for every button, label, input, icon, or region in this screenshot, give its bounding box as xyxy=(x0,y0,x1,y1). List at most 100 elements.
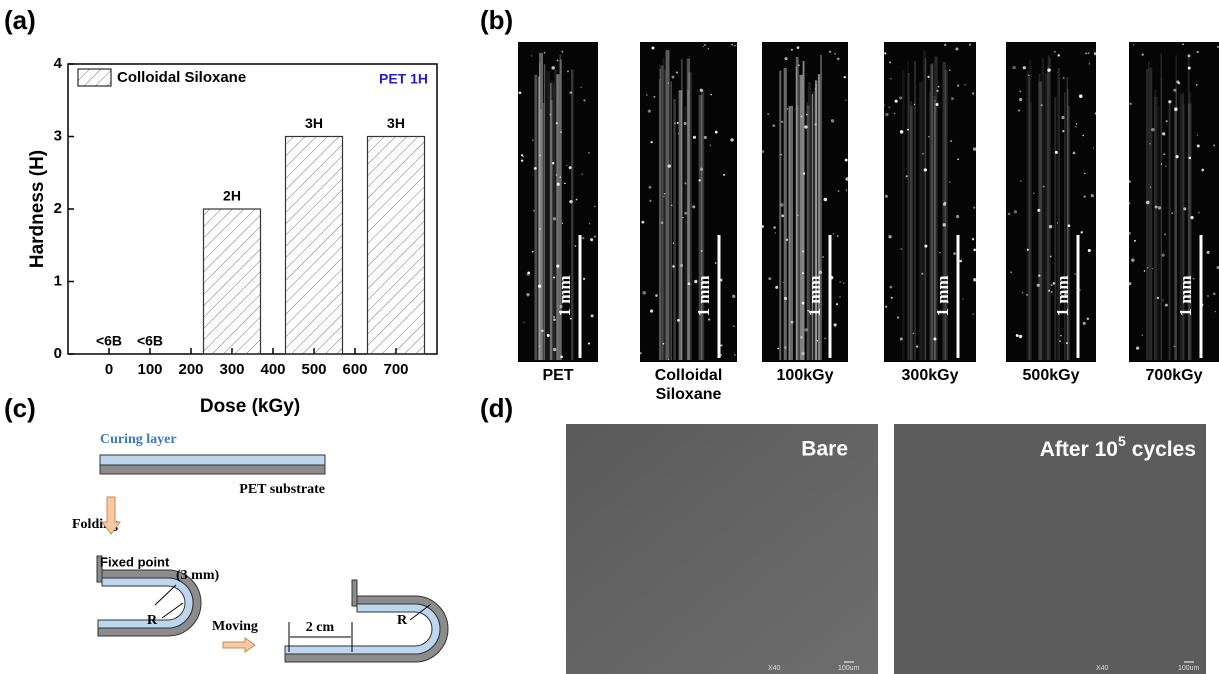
speck xyxy=(1147,267,1149,269)
speck xyxy=(833,233,834,234)
speck xyxy=(1079,289,1080,290)
speck xyxy=(1164,233,1166,235)
speck xyxy=(1134,240,1136,242)
speck xyxy=(1088,52,1090,54)
speck xyxy=(780,154,782,156)
micrograph-image xyxy=(1006,42,1096,362)
speck xyxy=(673,243,674,244)
speck xyxy=(885,306,887,308)
speck xyxy=(846,177,849,180)
x-tick-label: 100 xyxy=(137,361,162,378)
speck xyxy=(1094,52,1097,55)
speck xyxy=(1215,311,1217,313)
speck xyxy=(576,199,578,201)
speck xyxy=(533,210,535,212)
x-axis-label: Dose (kGy) xyxy=(200,396,300,417)
speck xyxy=(1188,67,1191,70)
speck xyxy=(1213,293,1216,296)
speck xyxy=(594,236,596,238)
speck xyxy=(973,249,976,252)
speck xyxy=(890,78,892,80)
speck xyxy=(564,183,565,184)
speck xyxy=(704,136,707,139)
speck xyxy=(1075,126,1076,127)
speck xyxy=(684,212,687,215)
micrograph-label: Colloidal Siloxane xyxy=(634,366,744,404)
speck xyxy=(1133,44,1135,46)
speck xyxy=(1093,147,1094,148)
sem-label-tail: cycles xyxy=(1132,438,1196,461)
diagram-label: Curing layer xyxy=(100,432,177,447)
speck xyxy=(1076,123,1077,124)
bar xyxy=(368,137,425,355)
speck xyxy=(801,116,803,118)
speck xyxy=(836,303,838,305)
speck xyxy=(804,328,808,332)
speck xyxy=(924,245,927,248)
speck xyxy=(1213,144,1215,146)
speck xyxy=(1061,116,1064,119)
speck xyxy=(884,52,886,54)
speck xyxy=(678,133,679,134)
speck xyxy=(677,122,679,124)
speck xyxy=(1176,155,1179,158)
speck xyxy=(552,162,554,164)
speck xyxy=(973,313,974,314)
speck xyxy=(959,260,962,263)
speck xyxy=(891,297,893,299)
diagram-label: Fixed point xyxy=(100,554,170,569)
speck xyxy=(922,153,923,154)
speck xyxy=(1019,90,1021,92)
scale-label: 1 mm xyxy=(694,275,713,316)
speck xyxy=(532,251,534,253)
speck xyxy=(784,346,786,348)
speck xyxy=(837,190,839,192)
value-label: 3H xyxy=(305,115,323,131)
speck xyxy=(661,221,664,224)
speck xyxy=(539,346,540,347)
speck xyxy=(927,76,929,78)
speck xyxy=(1049,225,1053,229)
speck xyxy=(1033,192,1035,194)
speck xyxy=(772,124,775,127)
speck xyxy=(1152,268,1153,269)
speck xyxy=(785,57,788,60)
panel-label: (b) xyxy=(480,5,513,35)
x-tick-label: 400 xyxy=(260,361,285,378)
speck xyxy=(1062,130,1064,132)
speck xyxy=(567,70,569,72)
speck xyxy=(899,96,902,99)
speck xyxy=(1190,216,1193,219)
speck xyxy=(1023,66,1026,69)
speck xyxy=(699,179,701,181)
speck xyxy=(651,141,653,143)
speck xyxy=(1162,132,1165,135)
speck xyxy=(949,70,950,71)
speck xyxy=(1131,258,1135,262)
speck xyxy=(1020,180,1022,182)
speck xyxy=(1057,222,1058,223)
speck xyxy=(844,76,846,78)
speck xyxy=(1038,275,1040,277)
speck xyxy=(1129,103,1131,105)
speck xyxy=(704,44,706,46)
micrograph-label: 100kGy xyxy=(750,366,860,385)
speck xyxy=(762,150,765,153)
speck xyxy=(803,172,805,174)
speck xyxy=(590,238,593,241)
micrograph-label: 700kGy xyxy=(1119,366,1219,385)
speck xyxy=(942,223,945,226)
speck xyxy=(829,51,831,53)
speck xyxy=(784,297,787,300)
speck xyxy=(936,103,939,106)
speck xyxy=(767,113,769,115)
micrograph: 1 mm xyxy=(639,42,737,362)
speck xyxy=(897,316,899,318)
speck xyxy=(1128,202,1130,204)
scale-label: 1 mm xyxy=(1053,275,1072,316)
speck xyxy=(814,123,816,125)
speck xyxy=(574,245,576,247)
speck xyxy=(688,282,691,285)
speck xyxy=(1196,84,1198,86)
value-label: 3H xyxy=(387,115,405,131)
